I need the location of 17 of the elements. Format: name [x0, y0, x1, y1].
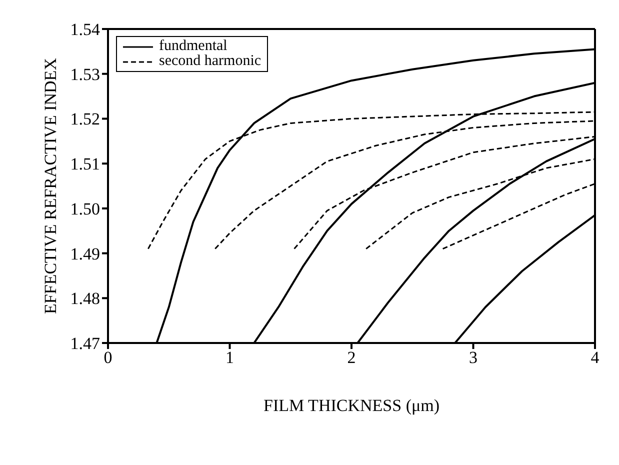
x-tick-label: 1: [226, 348, 234, 368]
legend-label: fundmental: [159, 38, 228, 54]
y-tick-label: 1.47: [70, 334, 100, 354]
y-tick-label: 1.49: [70, 244, 100, 264]
y-tick-label: 1.51: [70, 154, 100, 174]
x-tick-label: 4: [590, 348, 600, 368]
y-axis-title: EFFECTIVE REFRACTIVE INDEX: [41, 58, 60, 314]
x-axis-title: FILM THICKNESS (μm): [264, 396, 440, 415]
x-tick-label: 3: [469, 348, 478, 368]
y-tick-label: 1.52: [70, 110, 100, 129]
y-tick-label: 1.53: [70, 64, 100, 84]
y-tick-label: 1.48: [70, 289, 100, 308]
y-tick-label: 1.50: [70, 199, 100, 218]
legend-label: second harmonic: [159, 53, 262, 69]
x-tick-label: 2: [347, 348, 356, 368]
y-tick-label: 1.54: [70, 20, 100, 40]
x-tick-label: 0: [104, 348, 112, 368]
